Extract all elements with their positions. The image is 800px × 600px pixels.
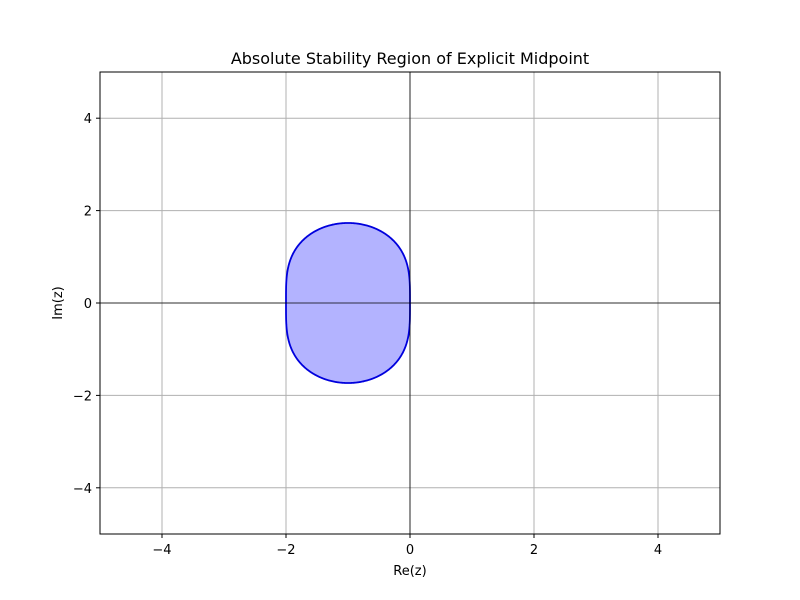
- y-tick-label: 4: [84, 112, 92, 127]
- x-tick-label: 0: [406, 543, 414, 558]
- ticks: −4 −2 0 2 4 −4 −2 0 2 4: [73, 112, 662, 558]
- y-tick-label: −4: [73, 482, 92, 497]
- x-tick-label: 4: [654, 543, 662, 558]
- x-axis-label: Re(z): [393, 564, 426, 579]
- y-tick-label: −2: [73, 389, 92, 404]
- x-tick-label: 2: [530, 543, 538, 558]
- zero-lines: [100, 72, 720, 534]
- y-axis-label: Im(z): [51, 286, 66, 319]
- y-tick-label: 0: [84, 297, 92, 312]
- x-tick-label: −4: [152, 543, 171, 558]
- x-tick-label: −2: [276, 543, 295, 558]
- y-tick-label: 2: [84, 205, 92, 220]
- chart-title: Absolute Stability Region of Explicit Mi…: [231, 49, 589, 68]
